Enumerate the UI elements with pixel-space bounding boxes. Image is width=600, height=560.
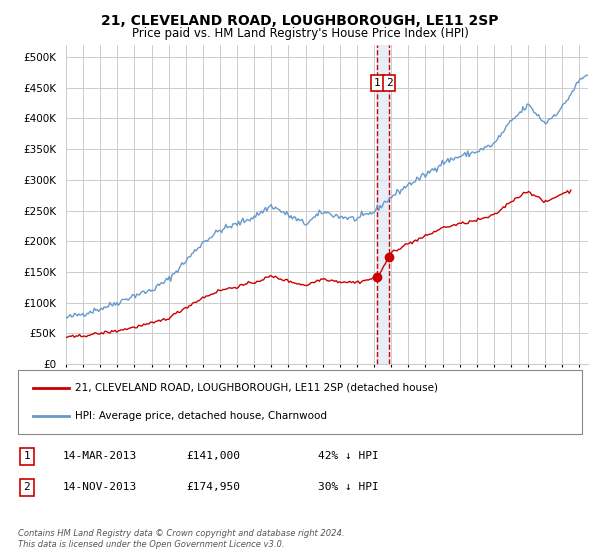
Text: 21, CLEVELAND ROAD, LOUGHBOROUGH, LE11 2SP: 21, CLEVELAND ROAD, LOUGHBOROUGH, LE11 2… [101,14,499,28]
Text: 1: 1 [23,451,31,461]
Text: 30% ↓ HPI: 30% ↓ HPI [318,482,379,492]
Text: 2: 2 [386,78,392,88]
Bar [377,45,389,364]
Text: Contains HM Land Registry data © Crown copyright and database right 2024.
This d: Contains HM Land Registry data © Crown c… [18,529,344,549]
Text: 14-NOV-2013: 14-NOV-2013 [63,482,137,492]
Text: 14-MAR-2013: 14-MAR-2013 [63,451,137,461]
Text: HPI: Average price, detached house, Charnwood: HPI: Average price, detached house, Char… [75,411,327,421]
Text: 2: 2 [23,482,31,492]
Text: 42% ↓ HPI: 42% ↓ HPI [318,451,379,461]
Text: £174,950: £174,950 [186,482,240,492]
Text: 1: 1 [374,78,381,88]
Text: 21, CLEVELAND ROAD, LOUGHBOROUGH, LE11 2SP (detached house): 21, CLEVELAND ROAD, LOUGHBOROUGH, LE11 2… [75,382,438,393]
Text: Price paid vs. HM Land Registry's House Price Index (HPI): Price paid vs. HM Land Registry's House … [131,27,469,40]
Text: £141,000: £141,000 [186,451,240,461]
